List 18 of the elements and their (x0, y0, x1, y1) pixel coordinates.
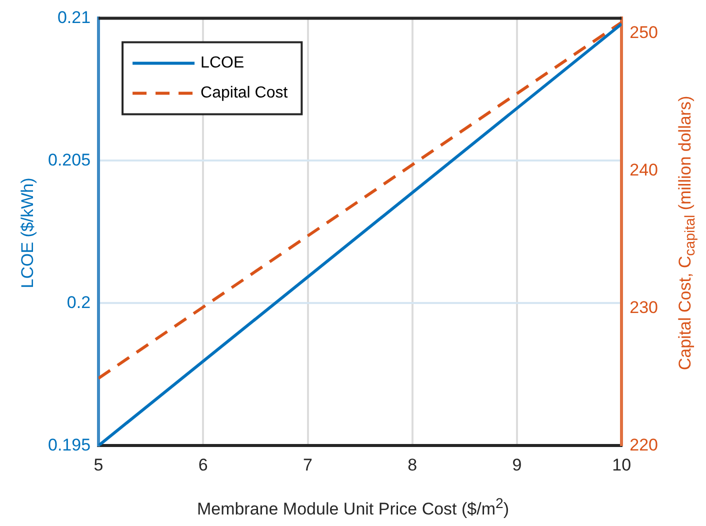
legend-label: LCOE (200, 54, 244, 72)
y-tick-label: 0.205 (48, 150, 91, 170)
y2-tick-label: 250 (630, 23, 658, 42)
y-tick-label: 0.21 (57, 8, 91, 27)
x-tick-label: 9 (512, 455, 522, 474)
x-tick-label: 6 (198, 455, 208, 474)
y2-tick-label: 220 (630, 435, 658, 454)
y2-tick-label: 240 (630, 160, 658, 180)
x-tick-label: 8 (408, 455, 418, 474)
x-tick-label: 5 (94, 455, 104, 474)
y-axis-title: LCOE ($/kWh) (18, 178, 38, 288)
y-tick-label: 0.195 (48, 435, 91, 454)
y2-tick-label: 230 (630, 298, 658, 317)
x-axis-title: Membrane Module Unit Price Cost ($/m$^{2}$) (196, 496, 510, 520)
y-tick-label: 0.2 (66, 292, 91, 312)
legend-label: Capital Cost (200, 84, 288, 102)
x-tick-label: 7 (303, 455, 313, 474)
x-tick-label: 10 (612, 455, 632, 474)
